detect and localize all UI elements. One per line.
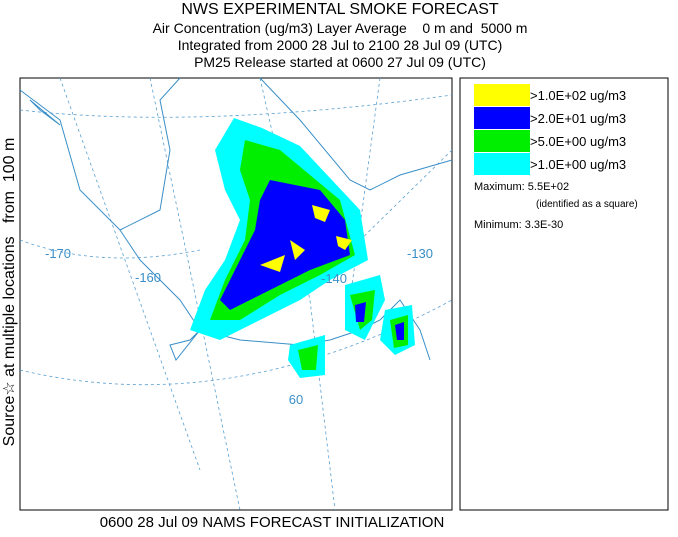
graticule: [19, 77, 453, 511]
subtitle: Air Concentration (ug/m3) Layer Average …: [153, 20, 528, 36]
legend-swatch: [474, 84, 530, 106]
plume: [260, 205, 352, 272]
coastline: [29, 99, 61, 126]
legend-swatch: [474, 153, 530, 175]
legend-label: >5.0E+00 ug/m3: [530, 134, 626, 149]
legend-swatch: [474, 130, 530, 152]
legend-maximum: Maximum: 5.5E+02: [474, 181, 569, 193]
map-label: -160: [135, 270, 161, 285]
map-label: -130: [407, 246, 433, 261]
legend-label: >1.0E+02 ug/m3: [530, 88, 626, 103]
plume: [288, 275, 415, 378]
legend-label: >2.0E+01 ug/m3: [530, 111, 626, 126]
plume: [298, 290, 408, 370]
legend-label: >1.0E+00 ug/m3: [530, 157, 626, 172]
legend-maximum-note: (identified as a square): [536, 199, 638, 210]
subtitle: Integrated from 2000 28 Jul to 2100 28 J…: [178, 37, 503, 53]
plume: [355, 302, 404, 340]
legend-swatch: [474, 107, 530, 129]
legend: >1.0E+02 ug/m3 >2.0E+01 ug/m3 >5.0E+00 ug/…: [459, 77, 669, 511]
subtitle: PM25 Release started at 0600 27 Jul 09 (…: [194, 54, 486, 70]
map-label: -170: [45, 246, 71, 261]
map: -170 -160 -140 -130 60: [19, 77, 453, 511]
footer: 0600 28 Jul 09 NAMS FORECAST INITIALIZAT…: [100, 514, 445, 531]
source-label: Source☆ at multiple locations from 100 m: [1, 138, 18, 447]
map-label: -140: [321, 271, 347, 286]
legend-minimum: Minimum: 3.3E-30: [474, 219, 563, 231]
map-label: 60: [289, 392, 303, 407]
title: NWS EXPERIMENTAL SMOKE FORECAST: [181, 1, 499, 18]
